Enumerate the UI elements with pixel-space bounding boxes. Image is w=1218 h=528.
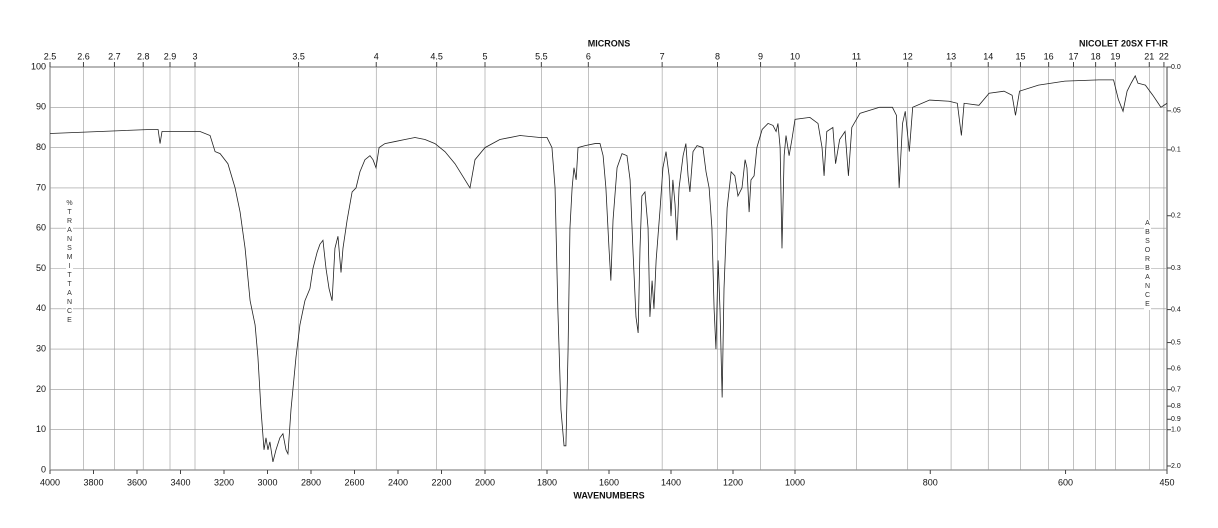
y-tick-label: 90 (36, 102, 46, 112)
y-tick-label: 80 (36, 142, 46, 152)
y2-tick-label: 0.7 (1171, 386, 1181, 393)
micron-tick-label: 11 (852, 51, 861, 61)
x-tick-label: 1000 (785, 477, 805, 487)
x-axis-label: WAVENUMBERS (573, 490, 644, 500)
micron-tick-label: 15 (1015, 51, 1025, 61)
micron-tick-label: 2.9 (164, 51, 177, 61)
y-tick-label: 20 (36, 384, 46, 394)
micron-tick-label: 2.7 (108, 51, 121, 61)
top-axis-label: MICRONS (588, 38, 631, 48)
micron-tick-label: 13 (946, 51, 956, 61)
micron-tick-label: 14 (983, 51, 993, 61)
x-tick-label: 450 (1159, 477, 1174, 487)
micron-tick-label: 21 (1144, 51, 1154, 61)
y-tick-label: 40 (36, 303, 46, 313)
y2-tick-label: 0.3 (1171, 265, 1181, 272)
micron-tick-label: 9 (758, 51, 763, 61)
micron-tick-label: 5.5 (535, 51, 548, 61)
y-tick-label: 30 (36, 343, 46, 353)
y2-tick-label: 0.0 (1171, 64, 1181, 71)
micron-tick-label: 4.5 (430, 51, 443, 61)
micron-tick-label: 16 (1044, 51, 1054, 61)
micron-tick-label: 10 (790, 51, 800, 61)
micron-tick-label: 7 (660, 51, 665, 61)
y2-axis-label: ABSORBANCE (1144, 220, 1151, 310)
x-tick-label: 2000 (475, 477, 495, 487)
x-tick-label: 4000 (40, 477, 60, 487)
x-tick-label: 3200 (214, 477, 234, 487)
spectrum-line (49, 74, 1168, 463)
x-tick-label: 2200 (431, 477, 451, 487)
y2-tick-label: 0.4 (1171, 306, 1181, 313)
y-tick-label: 70 (36, 182, 46, 192)
x-tick-label: 1400 (661, 477, 681, 487)
x-tick-label: 3000 (257, 477, 277, 487)
y-tick-label: 100 (31, 61, 46, 71)
instrument-label: NICOLET 20SX FT-IR (1079, 38, 1169, 48)
micron-tick-label: 12 (903, 51, 913, 61)
y2-tick-label: 0.2 (1171, 213, 1181, 220)
micron-tick-label: 22 (1159, 51, 1169, 61)
y2-tick-label: 0.6 (1171, 366, 1181, 373)
x-tick-label: 800 (923, 477, 938, 487)
y-axis-label: %TRANSMITTANCE (66, 200, 73, 326)
x-tick-label: 1200 (723, 477, 743, 487)
micron-tick-label: 2.5 (44, 51, 57, 61)
y2-tick-label: 0.8 (1171, 403, 1181, 410)
x-tick-label: 3800 (83, 477, 103, 487)
y2-tick-label: 2.0 (1171, 463, 1181, 470)
micron-tick-label: 17 (1068, 51, 1078, 61)
x-tick-label: 2800 (301, 477, 321, 487)
x-tick-label: 1600 (599, 477, 619, 487)
micron-tick-label: 8 (715, 51, 720, 61)
x-tick-label: 2400 (388, 477, 408, 487)
x-tick-label: 3600 (127, 477, 147, 487)
micron-tick-label: 4 (374, 51, 379, 61)
micron-tick-label: 19 (1110, 51, 1120, 61)
y2-tick-label: .05 (1171, 108, 1181, 115)
y-tick-label: 0 (41, 464, 46, 474)
y2-tick-label: 0.5 (1171, 339, 1181, 346)
y2-tick-label: 1.0 (1171, 427, 1181, 434)
y2-tick-label: 0.1 (1171, 147, 1181, 154)
y2-tick-label: 0.9 (1171, 416, 1181, 423)
micron-tick-label: 2.6 (77, 51, 90, 61)
x-tick-label: 1800 (537, 477, 557, 487)
micron-tick-label: 6 (586, 51, 591, 61)
micron-tick-label: 5 (482, 51, 487, 61)
x-tick-label: 3400 (170, 477, 190, 487)
y-tick-label: 10 (36, 424, 46, 434)
x-tick-label: 600 (1058, 477, 1073, 487)
micron-tick-label: 2.8 (137, 51, 150, 61)
y-tick-label: 60 (36, 223, 46, 233)
micron-tick-label: 3.5 (292, 51, 305, 61)
micron-tick-label: 3 (192, 51, 197, 61)
x-tick-label: 2600 (344, 477, 364, 487)
micron-tick-label: 18 (1091, 51, 1101, 61)
y-tick-label: 50 (36, 263, 46, 273)
